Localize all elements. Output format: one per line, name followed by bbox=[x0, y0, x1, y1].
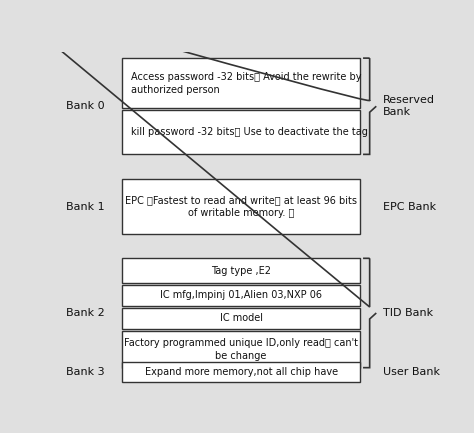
FancyBboxPatch shape bbox=[122, 332, 360, 368]
Text: Bank 1: Bank 1 bbox=[66, 202, 104, 212]
Text: kill password -32 bits， Use to deactivate the tag: kill password -32 bits， Use to deactivat… bbox=[131, 127, 368, 137]
FancyBboxPatch shape bbox=[122, 362, 360, 381]
FancyBboxPatch shape bbox=[122, 110, 360, 155]
Text: Expand more memory,not all chip have: Expand more memory,not all chip have bbox=[145, 366, 337, 377]
Text: TID Bank: TID Bank bbox=[383, 308, 433, 318]
FancyBboxPatch shape bbox=[122, 259, 360, 283]
Text: IC model: IC model bbox=[219, 313, 263, 323]
Text: Factory programmed unique ID,only read， can't
be change: Factory programmed unique ID,only read， … bbox=[124, 338, 358, 361]
FancyBboxPatch shape bbox=[122, 307, 360, 329]
Text: Access password -32 bits， Avoid the rewrite by
authorized person: Access password -32 bits， Avoid the rewr… bbox=[131, 72, 361, 94]
FancyBboxPatch shape bbox=[122, 284, 360, 306]
Text: Reserved
Bank: Reserved Bank bbox=[383, 95, 435, 117]
Text: EPC （Fastest to read and write， at least 96 bits
of writable memory. ）: EPC （Fastest to read and write， at least… bbox=[125, 195, 357, 218]
Text: Tag type ,E2: Tag type ,E2 bbox=[211, 265, 271, 276]
Text: Bank 3: Bank 3 bbox=[66, 366, 104, 377]
Text: EPC Bank: EPC Bank bbox=[383, 202, 436, 212]
Text: User Bank: User Bank bbox=[383, 366, 439, 377]
FancyBboxPatch shape bbox=[122, 179, 360, 234]
Text: IC mfg,Impinj 01,Alien 03,NXP 06: IC mfg,Impinj 01,Alien 03,NXP 06 bbox=[160, 290, 322, 300]
Text: Bank 0: Bank 0 bbox=[66, 101, 104, 111]
Text: Bank 2: Bank 2 bbox=[65, 308, 104, 318]
FancyBboxPatch shape bbox=[122, 58, 360, 108]
